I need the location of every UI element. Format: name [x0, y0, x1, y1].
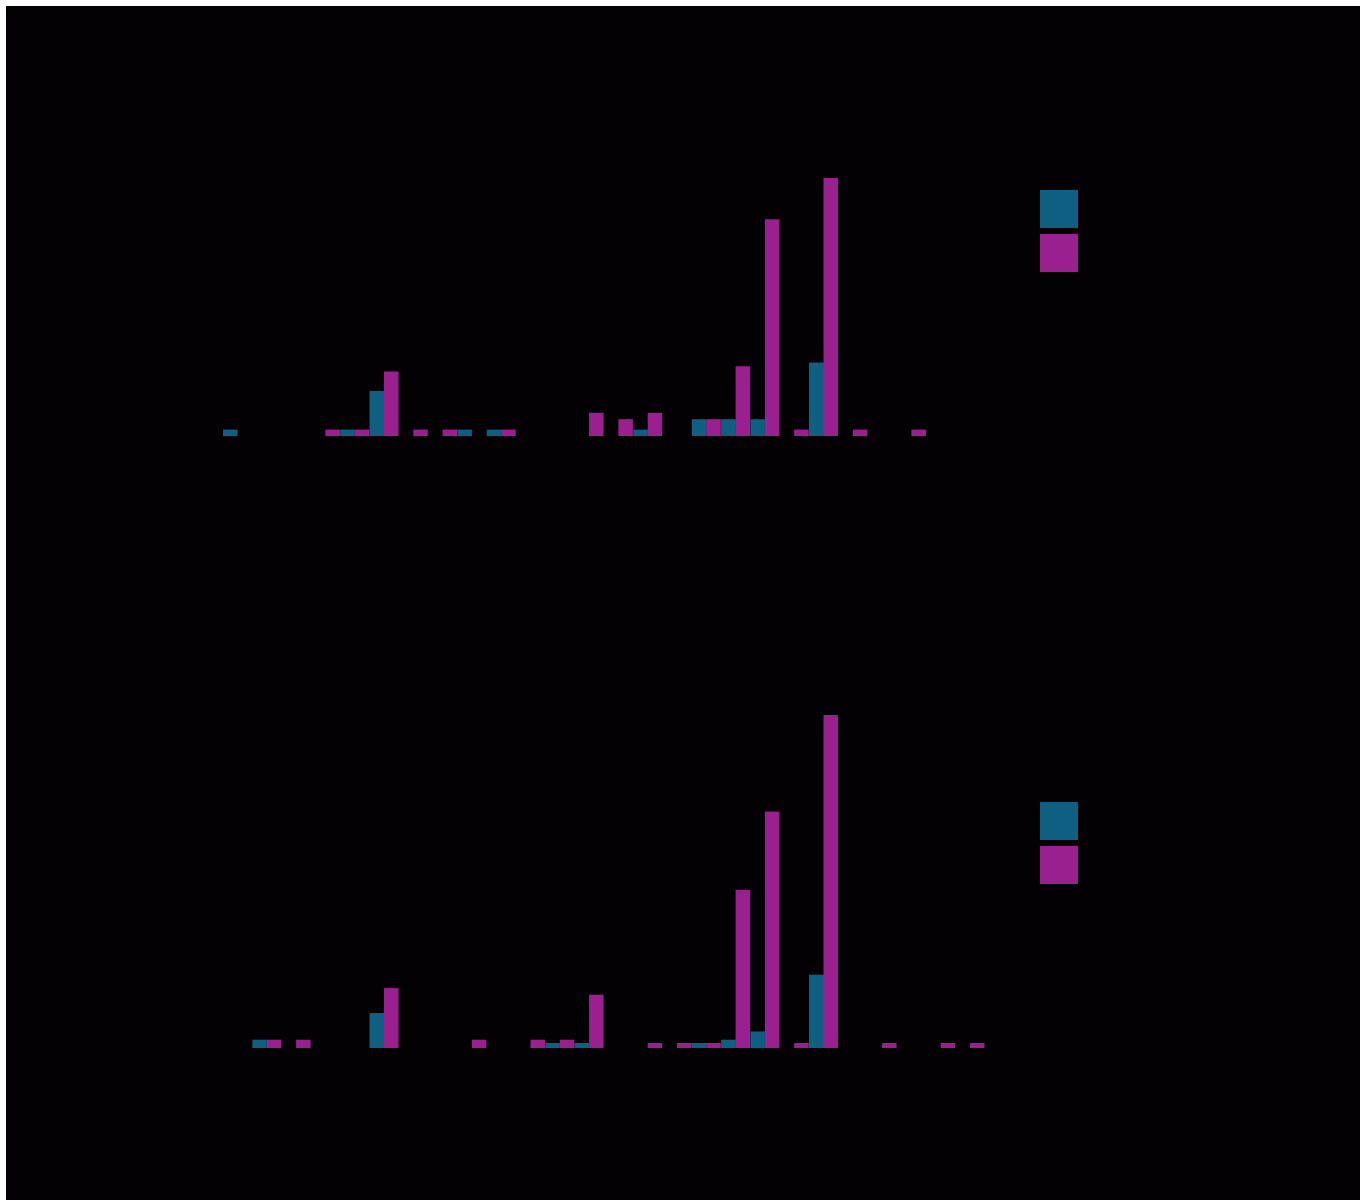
bar-series2-x19 — [764, 811, 780, 1048]
bar-series2-x20 — [794, 1043, 809, 1048]
legend-swatch-series1 — [1040, 802, 1078, 840]
bar-series2-x16 — [677, 1043, 692, 1048]
bar-series2-x13 — [589, 412, 604, 436]
bar-series1-x18 — [721, 1039, 736, 1048]
bar-series1-x19 — [750, 419, 765, 436]
bar-series2-x22 — [852, 429, 868, 437]
bar-series2-x21 — [823, 178, 838, 436]
legend-bottom — [1040, 802, 1078, 884]
bar-series1-x19 — [750, 1031, 765, 1049]
bar-series2-x6 — [384, 988, 399, 1048]
bar-series2-x18 — [735, 889, 751, 1048]
bar-series1-x9 — [457, 429, 472, 437]
bar-series2-x15 — [647, 1043, 663, 1048]
bars-bottom — [252, 715, 985, 1049]
bar-chart-top — [223, 178, 1078, 437]
legend-swatch-series2 — [1040, 846, 1078, 884]
bars-top — [223, 178, 926, 437]
bar-series1-x13 — [574, 1043, 590, 1048]
bar-series1-x6 — [369, 390, 384, 436]
bar-series2-x5 — [354, 429, 370, 437]
bar-series2-x23 — [882, 1043, 897, 1048]
bar-series2-x24 — [911, 429, 926, 437]
bar-series2-x15 — [647, 412, 663, 436]
bar-series1-x17 — [691, 1043, 707, 1048]
bar-series1-x17 — [691, 419, 707, 436]
bar-series1-x5 — [340, 429, 355, 437]
bar-series2-x9 — [471, 1039, 487, 1048]
bar-series1-x6 — [369, 1013, 384, 1048]
legend-swatch-series2 — [1040, 234, 1078, 272]
bar-series2-x2 — [266, 1039, 282, 1048]
bar-series2-x3 — [296, 1039, 311, 1048]
bar-series1-x18 — [721, 419, 736, 436]
bar-series2-x19 — [764, 219, 780, 436]
bar-series1-x12 — [545, 1043, 560, 1048]
bar-series2-x12 — [559, 1039, 575, 1048]
bar-series2-x21 — [823, 715, 838, 1048]
bar-series2-x7 — [413, 429, 428, 437]
bar-series1-x21 — [809, 362, 824, 436]
bar-series2-x4 — [325, 429, 340, 437]
bar-series2-x8 — [442, 429, 458, 437]
bar-series2-x17 — [706, 419, 721, 436]
bar-series1-x1 — [223, 429, 238, 437]
bar-series1-x2 — [252, 1039, 267, 1048]
figure-canvas — [6, 6, 1360, 1200]
bar-series2-x6 — [384, 371, 399, 436]
legend-top — [1040, 190, 1078, 272]
bar-series2-x20 — [794, 429, 809, 437]
bar-series1-x21 — [809, 974, 824, 1048]
bar-series1-x10 — [486, 429, 502, 437]
bar-series2-x26 — [970, 1043, 985, 1048]
bar-series2-x13 — [589, 994, 604, 1048]
bar-chart-bottom — [252, 715, 1078, 1049]
bar-series2-x11 — [530, 1039, 545, 1048]
bar-series1-x15 — [633, 429, 648, 437]
legend-swatch-series1 — [1040, 190, 1078, 228]
bar-series2-x14 — [618, 419, 633, 436]
bar-series2-x17 — [706, 1043, 721, 1048]
bar-series2-x25 — [940, 1043, 956, 1048]
bar-series2-x10 — [501, 429, 516, 437]
bar-series2-x18 — [735, 366, 751, 436]
